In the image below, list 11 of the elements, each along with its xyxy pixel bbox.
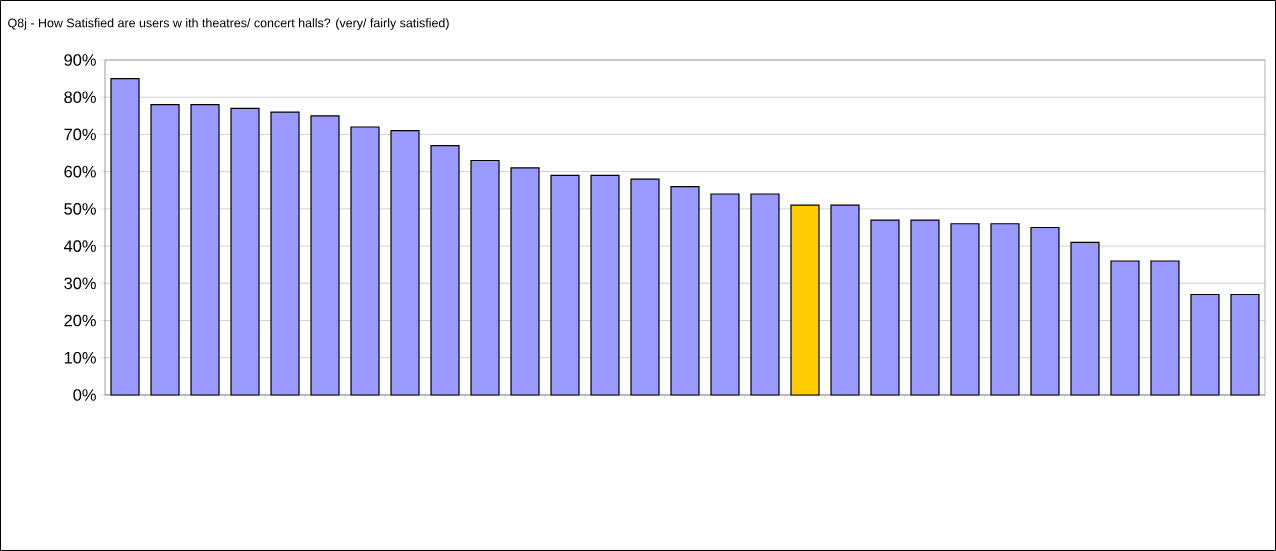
- y-tick-label: 80%: [64, 91, 96, 104]
- y-tick-label: 0%: [73, 389, 96, 401]
- chart-title: Q8j - How Satisfied are users w ith theatres/ concert halls? (very/ fairly satisfied): [8, 18, 449, 30]
- y-tick-label: 30%: [64, 277, 96, 290]
- y-tick-label: 70%: [64, 128, 96, 141]
- y-tick-label: 90%: [64, 54, 96, 66]
- y-tick-label: 50%: [64, 203, 96, 215]
- y-tick-label: 40%: [63, 240, 96, 252]
- y-tick-label: 60%: [64, 165, 96, 178]
- y-tick-label: 10%: [64, 351, 96, 364]
- y-tick-label: 20%: [64, 314, 96, 327]
